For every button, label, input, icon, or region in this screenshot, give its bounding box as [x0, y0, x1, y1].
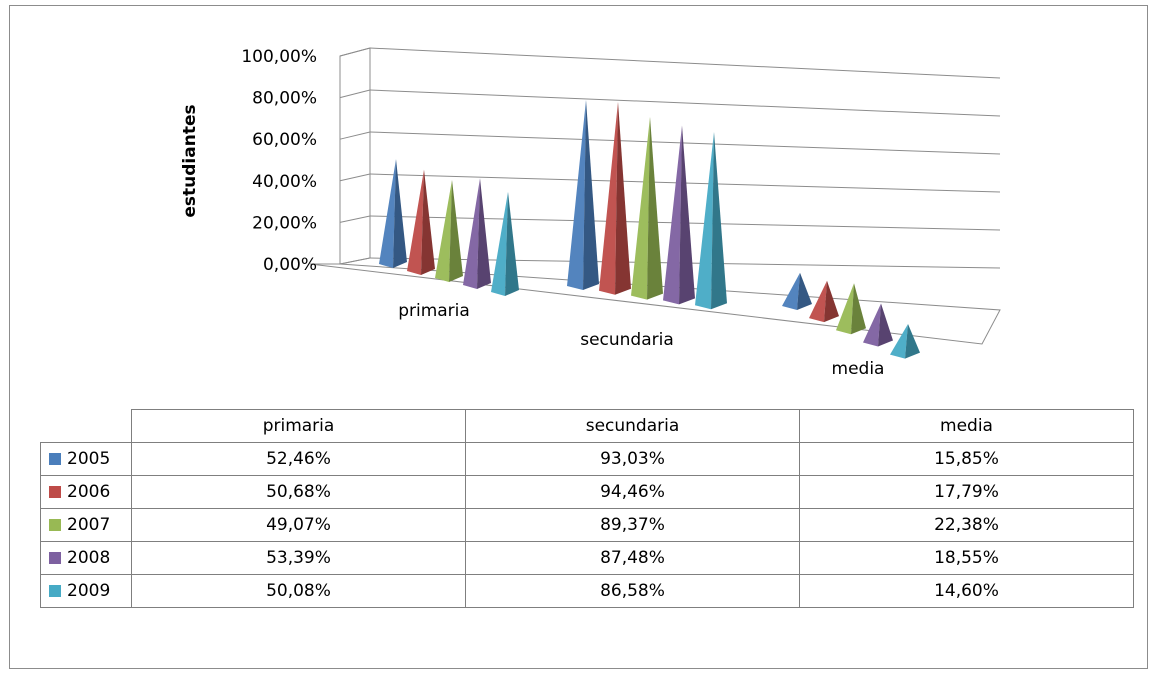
category-label-media: media [832, 359, 885, 379]
gridline [369, 131, 1001, 155]
pyramid-secundaria-2008-front [663, 125, 682, 305]
pyramid-primaria-2007-side [449, 179, 463, 282]
gridline-side [339, 173, 371, 182]
table-cell: 50,08% [131, 574, 466, 608]
legend-label: 2005 [67, 449, 111, 469]
table-cell: 89,37% [465, 508, 800, 542]
pyramid-media-2006-side [824, 280, 839, 323]
legend-label: 2008 [67, 548, 111, 568]
pyramid-primaria-2005-front [379, 159, 396, 268]
pyramid-media-2005-front [782, 272, 800, 310]
legend-swatch [49, 519, 61, 531]
legend-entry: 2006 [40, 475, 132, 509]
table-cell: 49,07% [131, 508, 466, 542]
pyramid-primaria-2009-side [505, 191, 519, 296]
category-label-primaria: primaria [398, 301, 470, 321]
pyramid-media-2009-side [905, 323, 920, 359]
y-tick-label: 40,00% [252, 172, 317, 192]
table-cell: 52,46% [131, 442, 466, 476]
y-tick-label: 60,00% [252, 130, 317, 150]
pyramid-primaria-2009-front [491, 191, 508, 296]
pyramid-secundaria-2005-side [583, 99, 599, 290]
pyramid-primaria-2006-side [421, 169, 435, 275]
gridline-side [339, 215, 371, 223]
table-cell: 53,39% [131, 541, 466, 575]
pyramid-secundaria-2008-side [679, 125, 695, 305]
gridline-side [339, 131, 371, 140]
pyramid-secundaria-2007-side [647, 116, 663, 300]
legend-label: 2009 [67, 581, 111, 601]
table-cell: 94,46% [465, 475, 800, 509]
pyramid-primaria-2006-front [407, 169, 424, 275]
pyramid-media-2005-side [797, 272, 812, 310]
pyramid-primaria-2007-front [435, 179, 452, 282]
table-cell: 18,55% [799, 541, 1134, 575]
pyramid-media-2006-front [809, 280, 827, 323]
legend-swatch [49, 585, 61, 597]
table-row: 2009 50,08% 86,58% 14,60% [40, 574, 1134, 608]
legend-label: 2006 [67, 482, 111, 502]
gridline-side [339, 89, 371, 99]
gridline [369, 89, 1001, 117]
table-cell: 22,38% [799, 508, 1134, 542]
table-row: 2007 49,07% 89,37% 22,38% [40, 508, 1134, 542]
pyramid-primaria-2008-front [463, 178, 480, 289]
y-tick-label: 80,00% [252, 89, 317, 109]
legend-swatch [49, 552, 61, 564]
pyramid-secundaria-2009-side [711, 132, 727, 310]
pyramid-media-2007-front [836, 283, 854, 335]
pyramid-secundaria-2009-front [695, 132, 714, 310]
table-cell: 14,60% [799, 574, 1134, 608]
table-cell: 50,68% [131, 475, 466, 509]
table-header-row: primaria secundaria media [40, 409, 1134, 443]
table-corner [40, 409, 132, 443]
pyramid-secundaria-2006-side [615, 101, 631, 295]
pyramid-primaria-2008-side [477, 178, 491, 289]
gridline-side [339, 257, 371, 265]
table-header-media: media [799, 409, 1134, 443]
y-tick-label: 0,00% [263, 255, 317, 275]
category-label-secundaria: secundaria [580, 330, 674, 350]
pyramid-secundaria-2007-front [631, 116, 650, 300]
legend-entry: 2009 [40, 574, 132, 608]
pyramid-media-2009-front [890, 323, 908, 359]
legend-swatch [49, 486, 61, 498]
table-cell: 15,85% [799, 442, 1134, 476]
legend-label: 2007 [67, 515, 111, 535]
gridline-side [339, 47, 371, 57]
table-row: 2006 50,68% 94,46% 17,79% [40, 475, 1134, 509]
pyramid-primaria-2005-side [393, 159, 407, 268]
legend-entry: 2008 [40, 541, 132, 575]
y-axis-label: estudiantes [180, 104, 200, 217]
table-row: 2005 52,46% 93,03% 15,85% [40, 442, 1134, 476]
y-tick-label: 100,00% [241, 47, 317, 67]
pyramid-media-2007-side [851, 283, 866, 335]
chart-plot: 0,00% 20,00% 40,00% 60,00% 80,00% 100,00% pri… [180, 47, 1001, 379]
table-cell: 93,03% [465, 442, 800, 476]
pyramid-media-2008-side [878, 303, 893, 347]
table-header-secundaria: secundaria [465, 409, 800, 443]
legend-entry: 2005 [40, 442, 132, 476]
y-tick-label: 20,00% [252, 213, 317, 233]
gridline [369, 47, 1001, 79]
legend-entry: 2007 [40, 508, 132, 542]
side-wall [339, 47, 371, 265]
pyramid-secundaria-2005-front [567, 99, 586, 290]
legend-swatch [49, 453, 61, 465]
table-header-primaria: primaria [131, 409, 466, 443]
table-cell: 86,58% [465, 574, 800, 608]
table-row: 2008 53,39% 87,48% 18,55% [40, 541, 1134, 575]
table-cell: 17,79% [799, 475, 1134, 509]
pyramid-secundaria-2006-front [599, 101, 618, 295]
pyramid-media-2008-front [863, 303, 881, 347]
data-table: primaria secundaria media 2005 52,46% 93,03% 1… [40, 409, 1134, 608]
floor [309, 263, 1001, 345]
table-cell: 87,48% [465, 541, 800, 575]
